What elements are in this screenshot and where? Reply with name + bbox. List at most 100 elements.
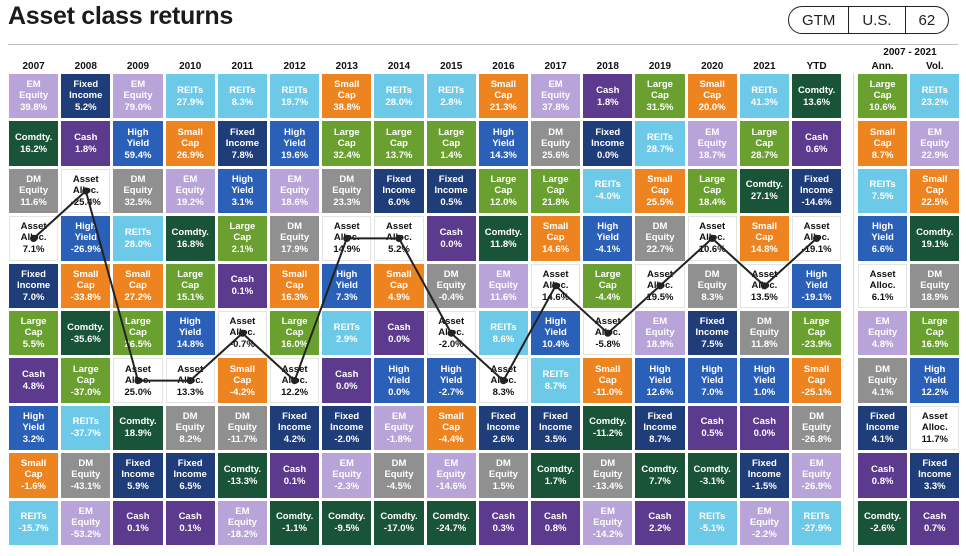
cell-value: 11.8% (490, 238, 517, 250)
cell-label: Comdty. (797, 84, 836, 96)
cell-value: 16.2% (20, 144, 48, 156)
cell-value: 0.6% (805, 144, 828, 156)
cell-2017-comdty: Comdty. 1.7% (531, 453, 581, 498)
cell-label: Small Cap (177, 126, 203, 149)
cell-value: 7.7% (649, 475, 671, 487)
cell-label: Large Cap (229, 221, 256, 244)
cell-2018-large-cap: Large Cap -4.4% (583, 263, 633, 308)
cell-label: Cash (439, 226, 463, 238)
cell-2017-asset-alloc: Asset Alloc. 14.6% (531, 263, 581, 308)
cell-label: EM Equity (332, 458, 362, 481)
cell-value: 22.5% (921, 196, 949, 208)
cell-value: 32.4% (333, 149, 361, 161)
cell-label: Comdty. (275, 511, 314, 523)
cell-label: Large Cap (647, 79, 673, 102)
cell-value: -35.6% (70, 333, 101, 345)
cell-label: Small Cap (334, 79, 360, 102)
cell-label: EM Equity (123, 79, 153, 102)
cell-label: High Yield (544, 316, 567, 339)
cell-value: -24.7% (436, 523, 467, 535)
cell-2015-asset-alloc: Asset Alloc. -2.0% (426, 311, 476, 356)
cell-2009-dm-equity: DM Equity 32.5% (113, 168, 163, 214)
cell-label: Cash (74, 132, 98, 144)
cell-value: 14.8% (750, 244, 778, 256)
cell-value: -27.9% (801, 523, 832, 535)
cell-2013-asset-alloc: Asset Alloc. 14.9% (322, 216, 372, 261)
cell-2007-large-cap: Large Cap 5.5% (9, 311, 59, 356)
cell-label: DM Equity (802, 410, 832, 433)
cell-label: DM Equity (488, 458, 518, 481)
cell-ann-cash: Cash 0.8% (858, 453, 908, 498)
cell-value: -4.1% (595, 244, 621, 256)
cell-label: Asset Alloc. (20, 221, 47, 244)
cell-2010-small-cap: Small Cap 26.9% (165, 121, 215, 166)
cell-2009-em-equity: EM Equity 79.0% (113, 74, 163, 119)
cell-2013-em-equity: EM Equity -2.3% (322, 453, 372, 498)
cell-value: 16.3% (281, 291, 309, 303)
cell-value: -37.7% (70, 428, 101, 440)
cell-label: Cash (387, 321, 411, 333)
cell-value: 18.6% (281, 196, 309, 208)
cell-ytd-fixed-income: Fixed Income -14.6% (792, 168, 842, 214)
cell-label: Fixed Income (747, 458, 782, 481)
cell-2020-small-cap: Small Cap 20.0% (687, 74, 737, 119)
cell-value: -11.2% (592, 428, 623, 440)
cell-2019-asset-alloc: Asset Alloc. 19.5% (635, 263, 685, 308)
cell-2014-large-cap: Large Cap 13.7% (374, 121, 424, 166)
cell-2009-comdty: Comdty. 18.9% (113, 405, 163, 451)
cell-2011-cash: Cash 0.1% (217, 263, 267, 308)
cell-label: Large Cap (751, 126, 778, 149)
cell-label: Large Cap (542, 173, 569, 196)
cell-2015-comdty: Comdty. -24.7% (426, 500, 476, 545)
cell-value: 13.3% (176, 386, 204, 398)
cell-2007-fixed-income: Fixed Income 7.0% (9, 263, 59, 308)
cell-label: REITs (177, 84, 204, 96)
column-header-2007: 2007 (22, 61, 45, 72)
cell-2011-high-yield: High Yield 3.1% (217, 168, 267, 214)
cell-label: Fixed Income (434, 173, 468, 196)
cell-label: Fixed Income (591, 126, 625, 149)
cell-label: EM Equity (593, 505, 623, 528)
cell-value: 21.3% (489, 102, 517, 114)
cell-label: Cash (923, 511, 947, 523)
cell-value: 2.8% (440, 96, 463, 108)
cell-value: 23.2% (921, 96, 949, 108)
cell-value: -14.2% (592, 528, 623, 540)
cell-label: Fixed Income (865, 410, 900, 433)
cell-2011-small-cap: Small Cap -4.2% (217, 358, 267, 403)
cell-label: Comdty. (67, 321, 105, 333)
cell-2010-high-yield: High Yield 14.8% (165, 311, 215, 356)
cell-value: 41.3% (750, 96, 778, 108)
cell-label: Cash (804, 132, 829, 144)
cell-2011-large-cap: Large Cap 2.1% (217, 216, 267, 261)
cell-label: Asset Alloc. (125, 363, 151, 386)
cell-label: High Yield (440, 363, 463, 386)
cell-2013-small-cap: Small Cap 38.8% (322, 74, 372, 119)
cell-2008-small-cap: Small Cap -33.8% (61, 263, 111, 308)
cell-value: 79.0% (124, 102, 152, 114)
cell-label: High Yield (231, 173, 254, 196)
cell-value: 26.5% (124, 339, 152, 351)
cell-2021-high-yield: High Yield 1.0% (739, 358, 789, 403)
cell-label: Comdty. (589, 416, 627, 428)
cell-label: Fixed Income (69, 79, 103, 102)
cell-vol-small-cap: Small Cap 22.5% (910, 168, 960, 214)
cell-2018-comdty: Comdty. -11.2% (583, 405, 633, 451)
cell-value: 37.8% (542, 102, 570, 114)
cell-value: -19.1% (801, 291, 832, 303)
cell-2013-high-yield: High Yield 7.3% (322, 263, 372, 308)
cell-2015-fixed-income: Fixed Income 0.5% (426, 168, 476, 214)
cell-value: -9.5% (334, 523, 360, 535)
cell-value: 16.8% (176, 238, 204, 250)
cell-value: 21.8% (542, 196, 570, 208)
cell-2015-small-cap: Small Cap -4.4% (426, 405, 476, 451)
cell-2014-reits: REITs 28.0% (374, 74, 424, 119)
cell-value: 16.0% (281, 339, 309, 351)
cell-ytd-high-yield: High Yield -19.1% (792, 263, 842, 308)
column-header-2008: 2008 (74, 61, 97, 72)
cell-2011-em-equity: EM Equity -18.2% (217, 500, 267, 545)
cell-2010-fixed-income: Fixed Income 6.5% (165, 453, 215, 498)
cell-2017-reits: REITs 8.7% (531, 358, 581, 403)
cell-2017-fixed-income: Fixed Income 3.5% (531, 405, 581, 451)
